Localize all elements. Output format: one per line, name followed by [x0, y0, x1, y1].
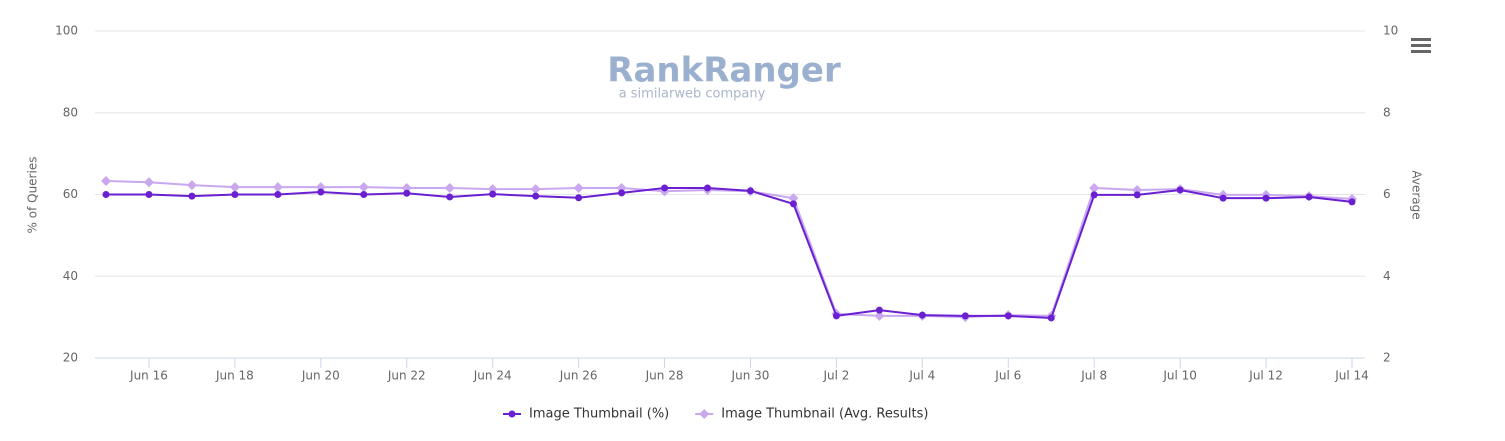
y-tick-label: 60 — [63, 187, 78, 201]
legend-label: Image Thumbnail (%) — [529, 407, 669, 422]
x-tick-label: Jun 22 — [387, 369, 426, 383]
point — [274, 191, 282, 198]
menu-bar[interactable] — [1411, 50, 1431, 53]
point — [1090, 191, 1098, 199]
x-tick-label: Jul 8 — [1080, 369, 1107, 383]
point — [918, 311, 926, 319]
point — [832, 312, 840, 320]
legend-marker — [508, 410, 516, 418]
point — [360, 191, 368, 198]
x-tick-label: Jul 4 — [908, 369, 935, 383]
point — [1305, 193, 1313, 201]
x-tick-label: Jul 2 — [822, 369, 849, 383]
point — [143, 177, 154, 188]
x-tick-label: Jun 26 — [559, 369, 598, 383]
point — [229, 182, 240, 193]
point — [102, 191, 110, 198]
point — [101, 176, 111, 187]
y-tick-label: 100 — [55, 24, 78, 38]
logo-tagline: a similarweb company — [619, 87, 766, 102]
point — [272, 182, 283, 193]
y2-tick-label: 4 — [1383, 269, 1391, 283]
y-tick-label: 40 — [63, 269, 78, 283]
x-tick-label: Jul 6 — [994, 369, 1021, 383]
point — [1176, 186, 1184, 194]
y2-tick-label: 2 — [1383, 351, 1391, 365]
point — [661, 184, 669, 192]
x-tick-label: Jun 24 — [473, 369, 512, 383]
y-tick-label: 20 — [63, 351, 78, 365]
point — [231, 191, 239, 198]
menu-bar[interactable] — [1411, 44, 1431, 47]
point — [1004, 312, 1012, 320]
y2-axis-title: Average — [1410, 170, 1424, 219]
point — [1133, 191, 1141, 199]
legend-item: Image Thumbnail (%) — [503, 407, 669, 422]
point — [1047, 314, 1055, 322]
y-tick-label: 80 — [63, 105, 78, 119]
y2-tick-label: 6 — [1383, 187, 1391, 201]
series-line — [105, 180, 1353, 319]
point — [1089, 182, 1100, 193]
x-tick-label: Jul 14 — [1334, 369, 1369, 383]
point — [575, 194, 583, 202]
menu-icon[interactable] — [1411, 38, 1431, 53]
y2-tick-label: 10 — [1383, 24, 1398, 38]
x-tick-label: Jun 30 — [731, 369, 770, 383]
x-tick-label: Jun 28 — [645, 369, 684, 383]
point — [746, 187, 754, 195]
point — [961, 312, 969, 320]
point — [145, 191, 153, 198]
point — [1219, 194, 1227, 202]
y2-tick-label: 8 — [1383, 105, 1391, 119]
legend-marker — [699, 409, 710, 419]
point — [874, 310, 885, 321]
y-axis-title: % of Queries — [26, 157, 40, 234]
x-tick-label: Jun 16 — [129, 369, 168, 383]
x-tick-label: Jun 18 — [215, 369, 254, 383]
point — [444, 182, 455, 193]
x-tick-label: Jul 12 — [1248, 369, 1283, 383]
legend-item: Image Thumbnail (Avg. Results) — [695, 407, 928, 422]
point — [875, 306, 883, 314]
point — [489, 190, 497, 198]
point — [446, 193, 454, 201]
logo-name: RankRanger — [607, 51, 841, 91]
point — [1262, 194, 1270, 202]
series-line — [106, 186, 1353, 319]
point — [403, 189, 411, 197]
point — [789, 200, 797, 208]
point — [530, 184, 541, 195]
point — [573, 182, 584, 193]
point — [788, 193, 799, 204]
point — [532, 192, 540, 200]
legend-label: Image Thumbnail (Avg. Results) — [721, 407, 928, 422]
point — [188, 192, 196, 200]
x-tick-label: Jun 20 — [301, 369, 340, 383]
point — [358, 182, 369, 193]
point — [186, 180, 197, 191]
point — [618, 189, 626, 197]
point — [1348, 198, 1356, 206]
point — [317, 188, 325, 196]
point — [704, 184, 712, 192]
x-tick-label: Jul 10 — [1162, 369, 1197, 383]
point — [401, 182, 412, 193]
menu-bar[interactable] — [1411, 38, 1431, 41]
